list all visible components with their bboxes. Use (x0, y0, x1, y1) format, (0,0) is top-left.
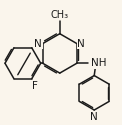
Text: N: N (34, 39, 42, 49)
Text: N: N (90, 112, 98, 122)
Text: NH: NH (91, 58, 107, 68)
Text: F: F (32, 80, 38, 90)
Text: N: N (77, 39, 85, 49)
Text: CH₃: CH₃ (51, 10, 69, 20)
